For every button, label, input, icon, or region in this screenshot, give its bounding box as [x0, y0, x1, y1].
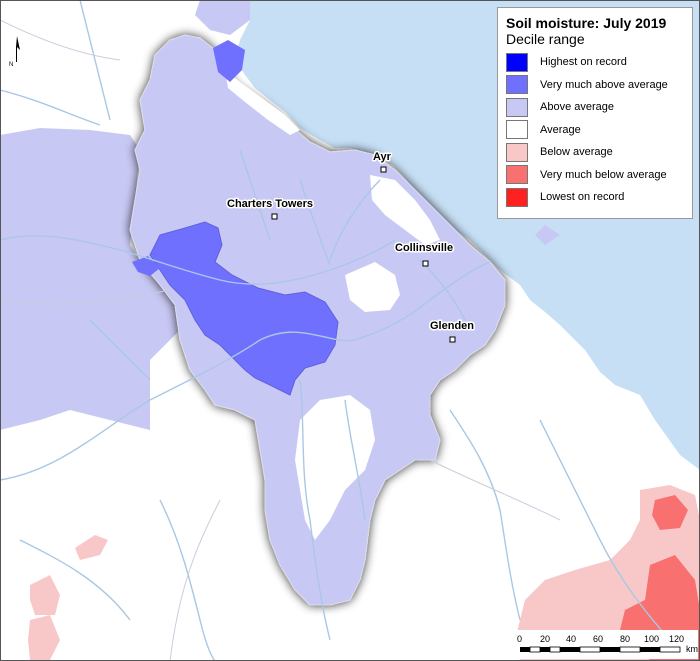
- river-tributary-5: [449, 409, 521, 621]
- town-marker-icon: [380, 166, 387, 173]
- town-marker-icon: [449, 336, 456, 343]
- scale-segment: [600, 647, 620, 652]
- scale-tick-label: 60: [593, 634, 603, 644]
- legend-title: Soil moisture: July 2019: [506, 15, 667, 31]
- region-average-collinsville: [345, 262, 400, 312]
- legend-item: Highest on record: [506, 51, 684, 74]
- legend-label: Above average: [540, 101, 614, 114]
- region-above-average-north: [195, 0, 250, 35]
- scale-tick-label: 120: [669, 634, 684, 644]
- legend-swatch: [506, 187, 528, 207]
- town-charters-towers: Charters Towers: [226, 197, 315, 220]
- legend-item: Very much above average: [506, 74, 684, 97]
- north-arrow-icon: N: [9, 36, 20, 68]
- town-label-collinsville: Collinsville: [395, 242, 453, 254]
- legend-label: Lowest on record: [540, 191, 625, 204]
- river-network: [0, 0, 681, 661]
- region-average-south: [295, 395, 375, 540]
- scale-segment: [549, 646, 561, 653]
- river-burdekin: [0, 261, 491, 481]
- legend-item: Below average: [506, 141, 684, 164]
- river-south-a: [299, 379, 331, 641]
- region-above-average-west: [0, 128, 180, 430]
- river-tributary-9: [159, 499, 216, 661]
- legend-item: Lowest on record: [506, 186, 684, 209]
- scale-segment: [579, 646, 601, 653]
- scale-tick-label: 20: [540, 634, 550, 644]
- town-marker-icon: [271, 213, 278, 220]
- river-tributary-8: [0, 89, 101, 126]
- town-label-glenden: Glenden: [430, 320, 474, 332]
- legend-label: Highest on record: [540, 56, 627, 69]
- legend-swatch: [506, 120, 528, 140]
- river-north: [0, 235, 396, 285]
- scale-segment: [659, 646, 681, 653]
- river-tributary-6: [539, 419, 681, 651]
- legend-swatch: [506, 52, 528, 72]
- region-below-average-sw1: [30, 575, 60, 615]
- scale-tick-label: 40: [566, 634, 576, 644]
- legend-swatch: [506, 142, 528, 162]
- legend-swatch: [506, 165, 528, 185]
- scale-bar-background: [512, 630, 698, 659]
- region-very-much-above-average: [149, 221, 339, 396]
- river-coastal: [329, 179, 381, 261]
- legend-item: Average: [506, 119, 684, 142]
- legend-label: Very much below average: [540, 168, 667, 181]
- map-legend: Soil moisture: July 2019 Decile range Hi…: [497, 7, 693, 219]
- scale-segment: [520, 647, 530, 652]
- town-label-charters-towers: Charters Towers: [227, 198, 313, 210]
- region-very-much-below-average-se1: [652, 495, 688, 530]
- region-below-average-sw2: [28, 615, 60, 660]
- scale-tick-label: 80: [620, 634, 630, 644]
- river-tributary-4: [89, 319, 151, 381]
- legend-subtitle: Decile range: [506, 31, 585, 47]
- sub-basin-boundary-3: [429, 459, 561, 521]
- sub-basin-boundary-2: [169, 499, 221, 661]
- region-above-average-east: [535, 225, 560, 245]
- river-south-b: [344, 399, 366, 521]
- region-average-north-coast: [225, 70, 300, 135]
- legend-item: Above average: [506, 96, 684, 119]
- legend-swatch: [506, 97, 528, 117]
- sub-basin-boundary-4: [0, 19, 121, 61]
- scale-unit-label: km: [686, 644, 698, 654]
- town-glenden: Glenden: [429, 319, 476, 343]
- region-very-much-above-average-north: [213, 40, 245, 82]
- town-collinsville: Collinsville: [394, 241, 455, 267]
- legend-swatch: [506, 75, 528, 95]
- town-marker-icon: [422, 260, 429, 267]
- scale-segment: [619, 646, 641, 653]
- scale-segment: [640, 647, 660, 652]
- legend-item: Very much below average: [506, 164, 684, 187]
- legend-label: Very much above average: [540, 78, 668, 91]
- scale-segment: [560, 647, 580, 652]
- scale-bar: 0 20 40 60 80 100 120 km: [512, 630, 698, 659]
- legend-label: Average: [540, 123, 581, 136]
- region-very-much-above-average-west: [132, 256, 160, 276]
- sub-basin-boundaries: [0, 19, 561, 661]
- sub-basin-boundary-1: [0, 289, 171, 305]
- north-label: N: [9, 62, 13, 68]
- river-tributary-1: [239, 149, 271, 241]
- legend-items: Highest on record Very much above averag…: [506, 51, 684, 209]
- scale-tick-label: 0: [517, 634, 522, 644]
- river-tributary-10: [19, 539, 131, 621]
- river-tributary-2: [299, 179, 331, 266]
- legend-label: Below average: [540, 146, 613, 159]
- scale-tick-label: 100: [644, 634, 659, 644]
- scale-segment: [529, 646, 541, 653]
- river-tributary-7: [79, 0, 111, 121]
- region-average-ayr: [370, 175, 440, 245]
- region-below-average-sw3: [75, 535, 108, 560]
- town-ayr: Ayr: [372, 150, 393, 173]
- scale-segment: [540, 647, 550, 652]
- town-label-ayr: Ayr: [373, 151, 392, 163]
